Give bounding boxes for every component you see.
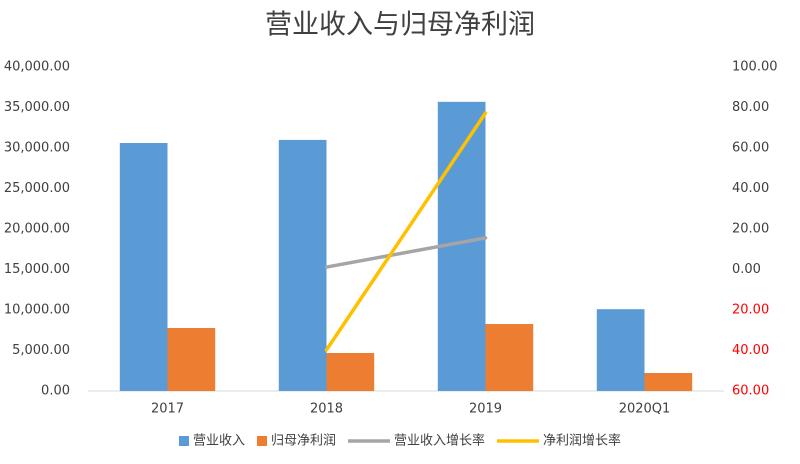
y-tick-label: 5,000.00 <box>12 343 70 358</box>
x-tick-label: 2020Q1 <box>619 402 671 417</box>
bar <box>326 353 375 391</box>
chart-title: 营业收入与归母净利润 <box>265 10 535 41</box>
bar <box>596 309 645 391</box>
legend-label: 归母净利润 <box>271 434 336 449</box>
x-tick-label: 2019 <box>469 402 502 417</box>
y-tick-label: 35,000.00 <box>4 100 70 115</box>
bar <box>485 324 534 391</box>
legend-label: 净利润增长率 <box>543 433 621 449</box>
y-tick-label: 0.00 <box>41 384 70 399</box>
y-tick-label: 30,000.00 <box>4 141 70 156</box>
x-tick-label: 2018 <box>310 402 343 417</box>
y2-tick-label: 60.00 <box>732 384 769 399</box>
y-tick-label: 10,000.00 <box>4 303 70 318</box>
y-tick-label: 25,000.00 <box>4 181 70 196</box>
bar <box>119 143 168 391</box>
bar <box>167 327 216 391</box>
legend-swatch <box>178 436 189 446</box>
y2-tick-label: 60.00 <box>732 141 769 156</box>
y-tick-label: 15,000.00 <box>4 262 70 277</box>
y2-tick-label: 20.00 <box>732 222 769 237</box>
y2-tick-label: 80.00 <box>732 100 769 115</box>
y2-tick-label: 20.00 <box>732 303 769 318</box>
y-tick-label: 20,000.00 <box>4 222 70 237</box>
bar <box>278 139 327 391</box>
y2-tick-label: 40.00 <box>732 343 769 358</box>
x-tick-label: 2017 <box>151 402 184 417</box>
legend-label: 营业收入 <box>193 434 245 449</box>
legend-swatch <box>256 436 267 446</box>
y2-tick-label: 100.00 <box>732 60 778 75</box>
y2-tick-label: 40.00 <box>732 181 769 196</box>
line <box>324 236 488 269</box>
line <box>324 111 488 352</box>
legend-label: 营业收入增长率 <box>394 433 485 449</box>
bar <box>644 373 693 391</box>
y-tick-label: 40,000.00 <box>4 60 70 75</box>
y2-tick-label: 0.00 <box>732 262 761 277</box>
